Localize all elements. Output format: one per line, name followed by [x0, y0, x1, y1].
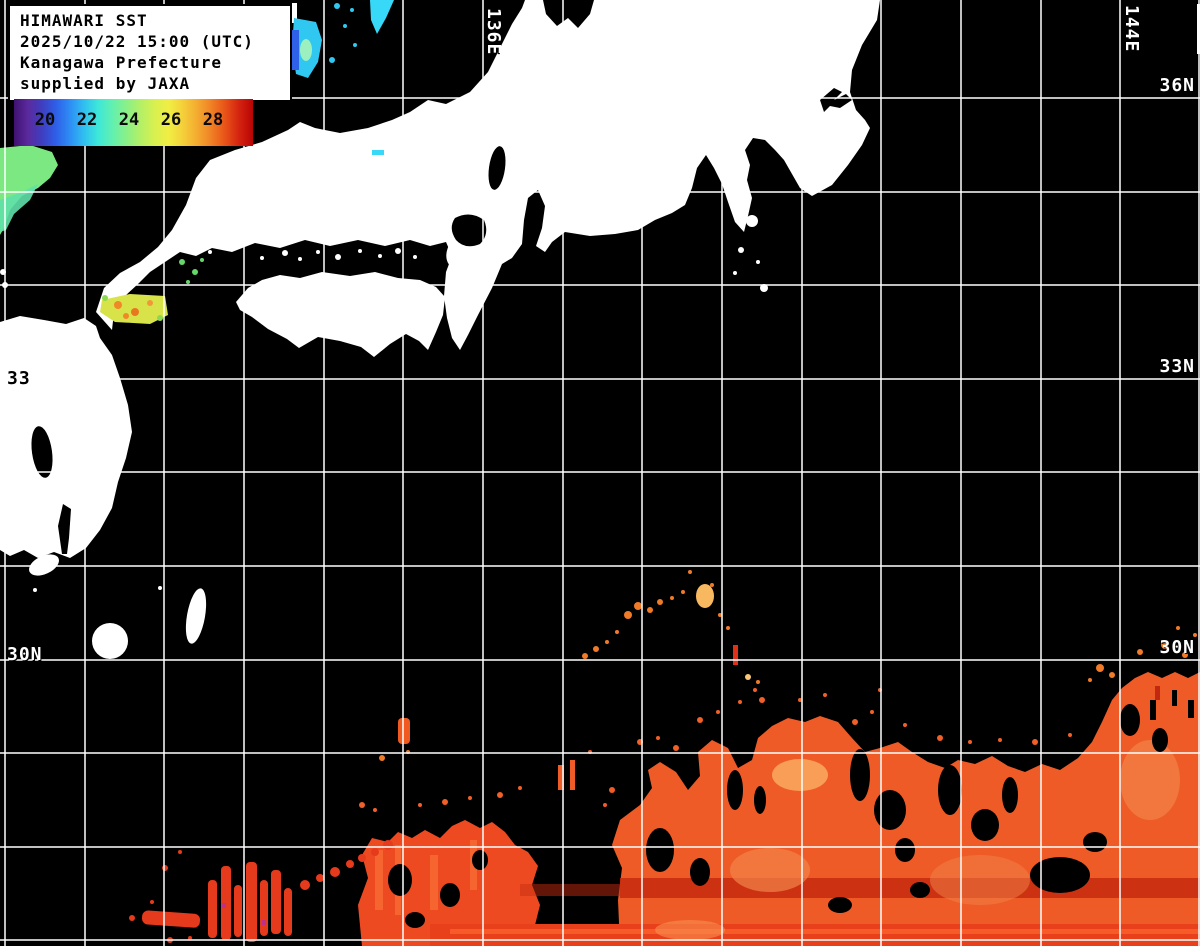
sst-inland-sea-patch	[100, 258, 204, 324]
lake-biwa	[488, 146, 506, 190]
sst-bottom-strip	[430, 924, 1200, 946]
tokyo-bay	[820, 88, 852, 112]
lat-label-33n-right: 33N	[1159, 356, 1195, 377]
colorbar-tick: 22	[76, 110, 98, 130]
lat-label-36n-right: 36N	[1159, 75, 1195, 96]
cloud-holes	[388, 690, 1194, 928]
sst-speck-arc	[379, 570, 1197, 761]
kagoshima-bay	[58, 504, 71, 554]
island-tanegashima	[185, 588, 207, 644]
land-honshu	[96, 0, 880, 350]
info-box: HIMAWARI SST 2025/10/22 15:00 (UTC) Kana…	[8, 4, 292, 102]
land-masses	[0, 0, 1200, 659]
water-bodies	[31, 88, 852, 554]
land-shikoku	[236, 272, 445, 357]
island-koshiki	[29, 554, 59, 576]
island-izu-oshima	[746, 215, 758, 227]
colorbar-tick: 26	[160, 110, 182, 130]
sst-cool-patches	[0, 0, 394, 235]
osaka-bay	[451, 214, 487, 247]
sst-red-streaks	[129, 840, 393, 943]
colorbar-tick: 28	[202, 110, 224, 130]
colorbar-tick: 20	[34, 110, 56, 130]
temperature-colorbar: 20 22 24 26 28	[14, 99, 253, 146]
lat-label-33-left: 33	[7, 368, 31, 389]
lon-label-144e: 144E	[1121, 5, 1142, 53]
colorbar-tick: 24	[118, 110, 140, 130]
ariake-sea	[31, 426, 53, 478]
map-title: HIMAWARI SST	[20, 11, 148, 30]
island-yakushima	[92, 623, 128, 659]
lon-label-136e: 136E	[483, 8, 504, 56]
lat-label-30n-right: 30N	[1159, 637, 1195, 658]
map-datetime: 2025/10/22 15:00 (UTC)	[20, 32, 254, 51]
lat-label-30n-left: 30N	[7, 644, 43, 665]
map-region: Kanagawa Prefecture	[20, 53, 223, 72]
map-credit: supplied by JAXA	[20, 74, 191, 93]
land-kyushu	[0, 316, 132, 558]
